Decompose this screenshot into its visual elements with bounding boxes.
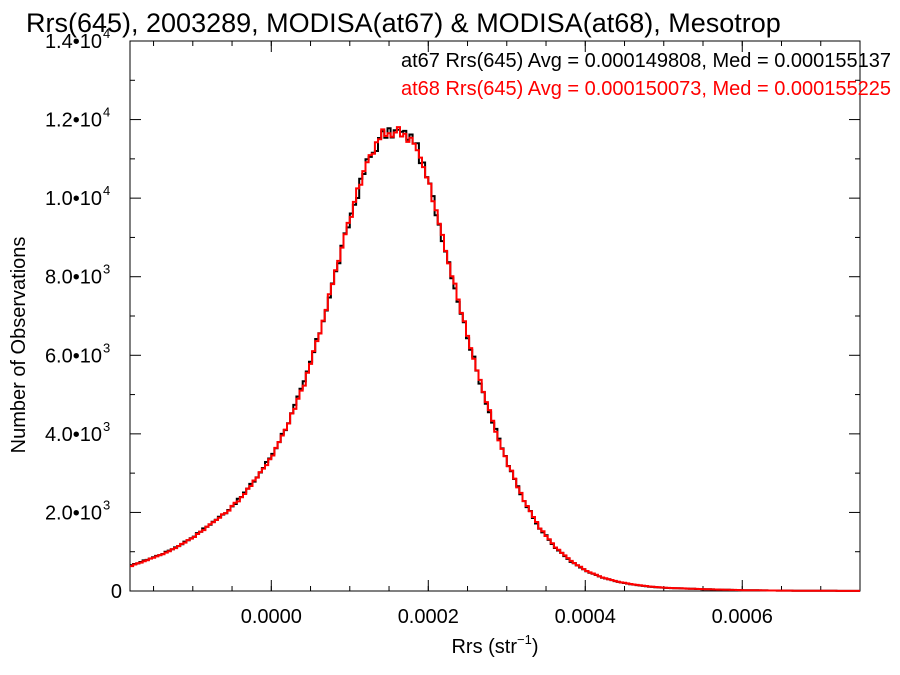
x-tick-label: 0.0002 (398, 606, 459, 628)
y-tick-exponent: 4 (103, 183, 110, 198)
legend: at67 Rrs(645) Avg = 0.000149808, Med = 0… (401, 50, 891, 100)
y-tick-exponent: 3 (103, 340, 110, 355)
x-tick-label: 0.0004 (555, 606, 616, 628)
x-axis-label-exponent: −1 (517, 632, 532, 647)
x-axis-label-base: Rrs (str (451, 636, 517, 658)
y-tick-label: 8.0•10 (45, 267, 102, 289)
plot-border (129, 40, 861, 592)
x-tick-label: 0.0006 (712, 606, 773, 628)
y-tick-label: 1.2•10 (45, 110, 102, 132)
y-tick-exponent: 3 (103, 497, 110, 512)
y-tick-label: 0 (111, 581, 122, 603)
legend-entry-at67: at67 Rrs(645) Avg = 0.000149808, Med = 0… (401, 50, 891, 72)
series-line-at68 (130, 126, 860, 592)
y-tick-label: 1.0•10 (45, 188, 102, 210)
legend-entry-at68: at68 Rrs(645) Avg = 0.000150073, Med = 0… (401, 78, 891, 100)
x-axis-label-tail: ) (532, 636, 539, 658)
series-layer (130, 126, 860, 592)
chart-title: Rrs(645), 2003289, MODISA(at67) & MODISA… (26, 8, 781, 38)
y-axis-label: Number of Observations (8, 237, 30, 454)
x-tick-label: 0.0000 (241, 606, 302, 628)
y-tick-label: 4.0•10 (45, 424, 102, 446)
y-tick-exponent: 4 (103, 105, 110, 120)
plot-frame (129, 40, 861, 592)
series-line-at67 (130, 127, 860, 592)
y-axis: 02.0•10 34.0•10 36.0•10 38.0•10 31.0•10 41.2•… (45, 26, 860, 603)
x-axis: 0.0000 0.0002 0.0004 0.0006 (153, 41, 861, 628)
y-tick-exponent: 4 (103, 26, 110, 41)
y-tick-label: 1.4•10 (45, 31, 102, 53)
y-tick-label: 2.0•10 (45, 502, 102, 524)
y-tick-exponent: 3 (103, 419, 110, 434)
y-tick-exponent: 3 (103, 262, 110, 277)
x-axis-label: Rrs (str−1) (451, 632, 538, 658)
y-tick-label: 6.0•10 (45, 345, 102, 367)
